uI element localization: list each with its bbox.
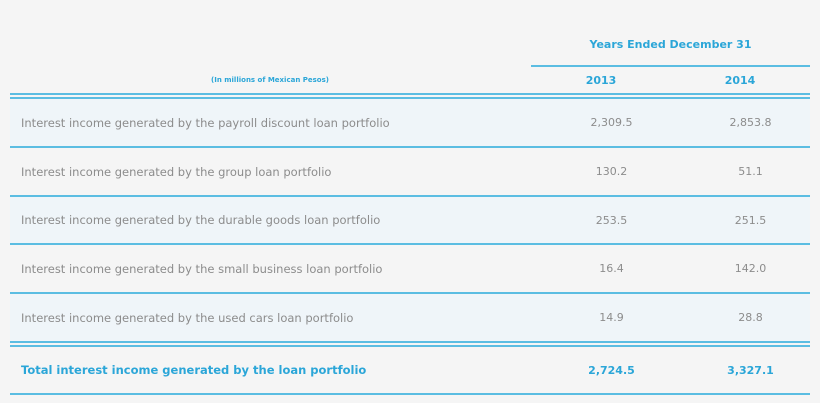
row-value-2013: 14.9 [599,311,624,324]
row-value-2013: 16.4 [599,262,624,275]
row-value-2014: 2,853.8 [729,116,772,129]
row-value-2013: 253.5 [595,213,628,227]
row-value-2014: 28.8 [738,311,763,324]
total-value-2013: 2,724.5 [588,363,635,377]
units-note: (In millions of Mexican Pesos) [211,76,329,84]
years-ended-heading: Years Ended December 31 [589,38,752,51]
row-label: Interest income generated by the small b… [21,261,383,276]
row-label: Interest income generated by the payroll… [21,115,390,130]
table-row: Interest income generated by the used ca… [10,294,810,341]
row-value-2013: 2,309.5 [590,116,633,129]
years-ended-rule [531,65,810,67]
total-label: Total interest income generated by the l… [21,363,367,377]
row-value-2014: 142.0 [734,262,767,275]
total-double-rule [10,341,810,347]
table-row: Interest income generated by the durable… [10,197,810,245]
table-row: Interest income generated by the payroll… [10,99,810,148]
total-value-2014: 3,327.1 [727,363,774,377]
row-value-2013: 130.2 [595,165,628,178]
header-double-rule [10,93,810,99]
row-value-2014: 251.5 [734,213,767,227]
row-label: Interest income generated by the durable… [21,213,381,227]
row-label: Interest income generated by the group l… [21,164,332,179]
row-value-2014: 51.1 [738,165,763,178]
table-row: Interest income generated by the small b… [10,245,810,294]
row-label: Interest income generated by the used ca… [21,310,354,325]
table-row: Interest income generated by the group l… [10,148,810,197]
column-header-2014: 2014 [724,74,756,87]
column-header-2013: 2013 [585,74,617,87]
total-row: Total interest income generated by the l… [10,347,810,395]
